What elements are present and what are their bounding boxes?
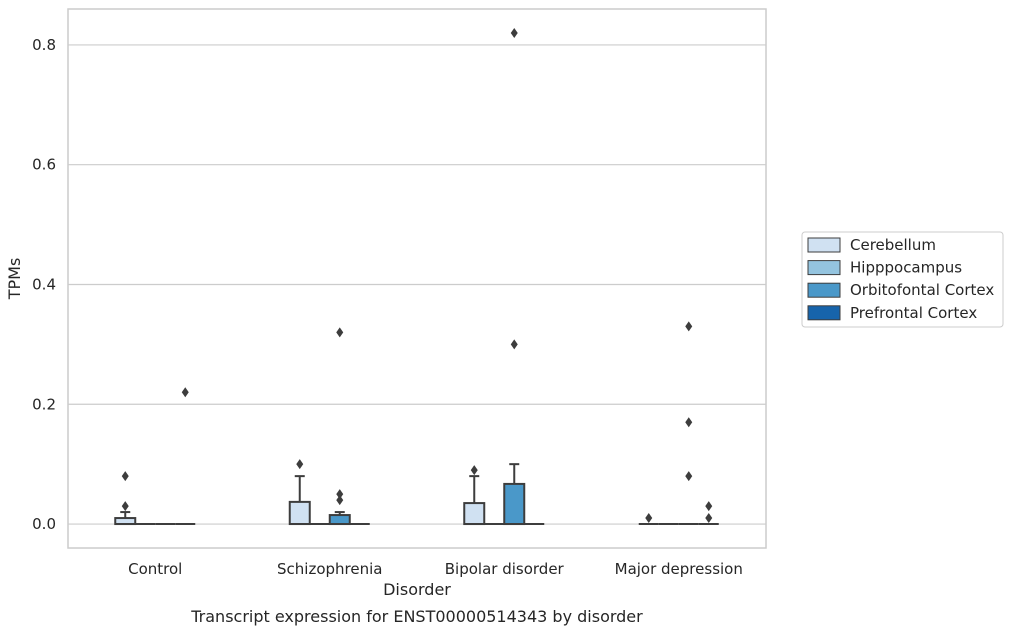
- y-tick-label: 0.0: [32, 515, 56, 533]
- outlier-point: [685, 321, 693, 332]
- box: [328, 514, 351, 526]
- box-cerebellum: [288, 475, 311, 526]
- legend-swatch: [807, 282, 841, 298]
- outlier-point: [705, 513, 713, 524]
- y-tick-label: 0.6: [32, 156, 56, 174]
- outlier-point: [121, 501, 129, 512]
- plot-area: [67, 8, 767, 549]
- outlier-point: [645, 513, 653, 524]
- outlier-point: [336, 489, 344, 500]
- outlier-point: [181, 387, 189, 398]
- box-plots: [114, 463, 719, 526]
- grid-lines: [68, 44, 766, 525]
- y-tick-labels: 0.0 0.2 0.4 0.6 0.8: [32, 36, 56, 533]
- outlier-point: [296, 459, 304, 470]
- legend-swatch: [807, 260, 841, 276]
- outlier-point: [510, 27, 518, 38]
- outlier-point: [470, 465, 478, 476]
- box-orbitofontal-cortex: [503, 463, 526, 526]
- x-tick-label: Control: [128, 560, 182, 578]
- legend-label: Orbitofontal Cortex: [850, 281, 994, 299]
- legend-label: Hipppocampus: [850, 259, 962, 277]
- x-tick-label: Major depression: [615, 560, 743, 578]
- legend-swatch: [807, 305, 841, 321]
- outlier-point: [685, 417, 693, 428]
- legend: Cerebellum Hipppocampus Orbitofontal Corte…: [801, 231, 1004, 328]
- legend-swatch: [807, 237, 841, 253]
- chart-caption: Transcript expression for ENST0000051434…: [190, 607, 643, 626]
- legend-frame: [801, 231, 1004, 328]
- outlier-point: [336, 327, 344, 338]
- legend-label: Prefrontal Cortex: [850, 304, 977, 322]
- box: [503, 482, 526, 526]
- x-tick-label: Schizophrenia: [277, 560, 382, 578]
- box: [463, 502, 486, 526]
- outlier-points: [121, 27, 713, 524]
- legend-label: Cerebellum: [850, 236, 936, 254]
- box-cerebellum: [114, 511, 137, 526]
- outlier-point: [685, 471, 693, 482]
- outlier-point: [510, 339, 518, 350]
- box-orbitofontal-cortex: [328, 511, 351, 526]
- box: [288, 500, 311, 526]
- outlier-point: [121, 471, 129, 482]
- box-cerebellum: [463, 475, 486, 526]
- y-tick-label: 0.8: [32, 36, 56, 54]
- x-axis-label: Disorder: [383, 580, 451, 599]
- outlier-point: [336, 495, 344, 506]
- outlier-point: [705, 501, 713, 512]
- x-tick-labels: Control Schizophrenia Bipolar disorder Majo…: [128, 560, 743, 578]
- y-tick-label: 0.4: [32, 275, 56, 293]
- x-tick-label: Bipolar disorder: [445, 560, 565, 578]
- y-tick-label: 0.2: [32, 395, 56, 413]
- y-axis-label: TPMs: [5, 258, 24, 301]
